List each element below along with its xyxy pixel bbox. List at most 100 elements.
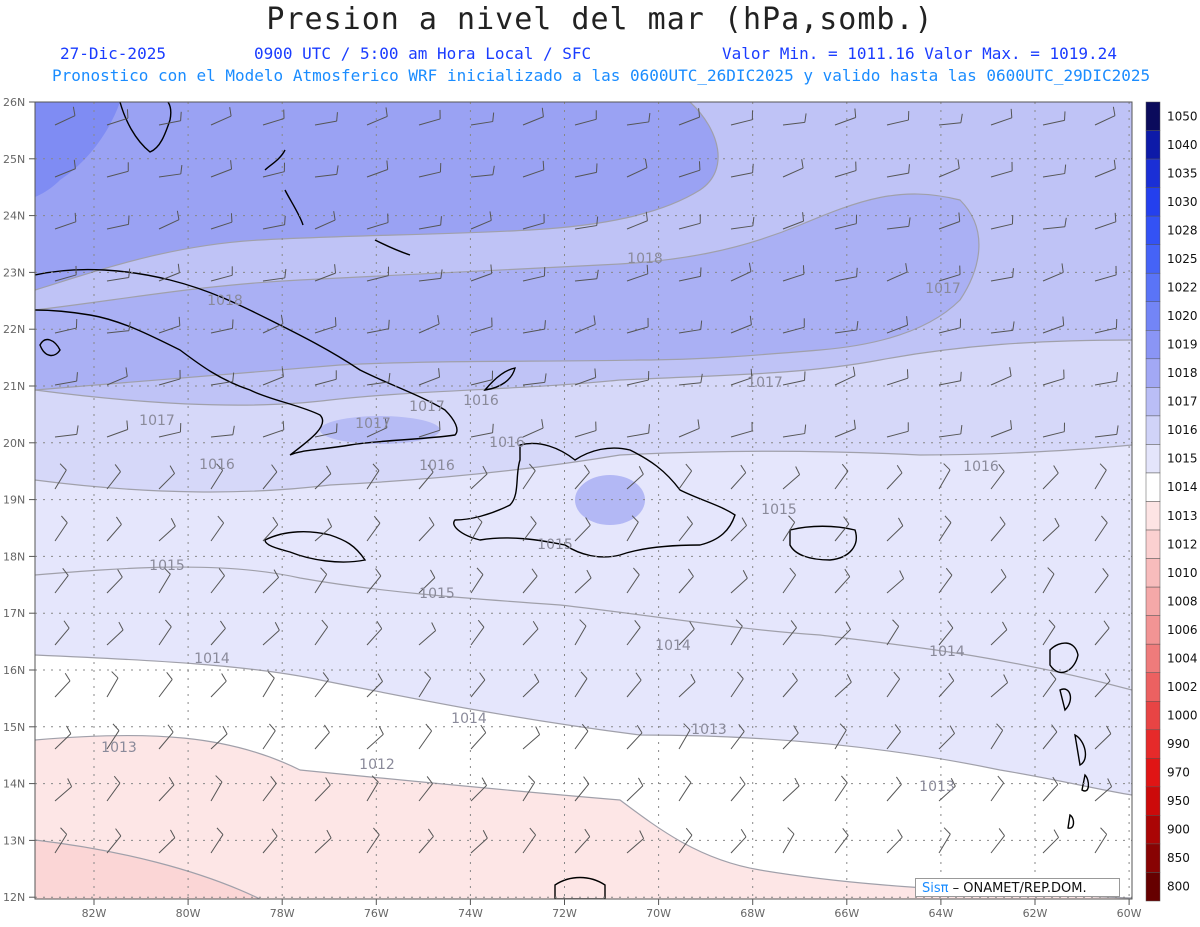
colorbar-label: 950 [1167, 794, 1190, 808]
wind-barb [678, 427, 700, 438]
wind-barb [626, 167, 648, 178]
wind-barb-flag [698, 108, 701, 118]
wind-barb [106, 576, 123, 594]
wind-barb-flag [180, 164, 183, 174]
wind-barb [418, 678, 432, 698]
wind-barb-flag [378, 726, 384, 735]
wind-barb [730, 836, 747, 854]
wind-barb-flag [371, 775, 379, 783]
wind-barb [1094, 469, 1107, 490]
wind-barb [106, 223, 129, 230]
wind-barb [210, 115, 232, 126]
colorbar-label: 900 [1167, 823, 1190, 837]
wind-barb [626, 732, 643, 750]
wind-barb [990, 523, 1006, 542]
wind-barb-flag [856, 267, 858, 277]
colorbar-label: 1019 [1167, 338, 1198, 352]
wind-barb-flag [113, 775, 121, 784]
wind-barb [522, 834, 537, 854]
wind-barb-flag [167, 724, 174, 733]
wind-barb-flag [326, 465, 332, 474]
wind-barb-flag [475, 515, 483, 523]
wind-barb [210, 274, 233, 282]
wind-barb [106, 375, 128, 386]
wind-barb-flag [425, 723, 433, 732]
wind-barb [418, 471, 434, 490]
wind-barb [470, 174, 493, 178]
wind-barb-flag [1053, 465, 1059, 474]
wind-barb-flag [944, 515, 952, 523]
wind-barb [210, 381, 233, 386]
wind-barb [782, 433, 805, 438]
colorbar-swatch [1145, 815, 1161, 845]
wind-barb [938, 274, 961, 282]
wind-barb [158, 679, 173, 698]
wind-barb [730, 377, 752, 386]
wind-barb [782, 121, 805, 126]
wind-barb [470, 219, 492, 230]
wind-barb-flag [1112, 106, 1116, 116]
wind-barb [834, 523, 850, 542]
wind-barb [678, 729, 691, 750]
wind-barb [886, 525, 904, 542]
wind-barb [782, 474, 800, 490]
colorbar-label: 1004 [1167, 651, 1198, 665]
wind-barb [834, 576, 851, 594]
colorbar-swatch [1145, 786, 1161, 816]
wind-barb [54, 327, 77, 334]
wind-barb [366, 222, 389, 230]
wind-barb [1042, 431, 1065, 438]
wind-barb-flag [480, 724, 487, 733]
wind-barb [730, 525, 747, 542]
wind-barb-flag [793, 725, 799, 734]
wind-barb-flag [593, 315, 596, 325]
wind-barb-flag [583, 776, 590, 785]
wind-barb-flag [1061, 263, 1064, 273]
wind-barb [938, 627, 954, 646]
wind-barb [678, 116, 700, 126]
wind-barb [522, 116, 544, 126]
wind-barb-flag [738, 724, 745, 732]
wind-barb-flag [689, 621, 695, 630]
colorbar-label: 1012 [1167, 537, 1198, 551]
colorbar-swatch [1145, 615, 1161, 645]
wind-barb-flag [284, 268, 287, 278]
wind-barb-flag [802, 212, 805, 222]
contour-label: 1013 [101, 740, 137, 756]
wind-barb-flag [430, 569, 436, 578]
wind-barb [54, 627, 70, 646]
wind-barb [366, 733, 384, 750]
contour-label: 1013 [919, 779, 955, 795]
wind-barb [314, 431, 337, 438]
wind-barb [626, 574, 640, 594]
wind-barb [574, 783, 590, 802]
wind-barb [834, 629, 851, 646]
wind-barb [1042, 472, 1059, 490]
wind-barb [1094, 680, 1111, 698]
wind-barb-flag [482, 465, 488, 475]
colorbar-swatch [1145, 529, 1161, 559]
wind-barb [314, 219, 336, 230]
wind-barb [990, 329, 1013, 334]
wind-barb-flag [854, 108, 857, 118]
wind-barb-flag [841, 775, 848, 784]
wind-barb [366, 834, 380, 854]
wind-barb [418, 577, 436, 594]
wind-barb-flag [114, 464, 121, 472]
wind-barb-flag [896, 465, 903, 474]
colorbar-swatch [1145, 586, 1161, 616]
wind-barb [938, 122, 961, 126]
wind-barb [418, 524, 435, 542]
wind-barb-flag [1047, 567, 1055, 575]
colorbar-label: 1016 [1167, 423, 1198, 437]
contour-label: 1013 [691, 722, 727, 738]
colorbar-swatch [1145, 387, 1161, 417]
lon-label: 64W [928, 907, 953, 920]
wind-barb-flag [893, 671, 901, 680]
wind-barb-flag [583, 464, 590, 473]
wind-barb-flag [1012, 321, 1015, 331]
plot-frame [34, 101, 1133, 900]
time-label: 0900 UTC / 5:00 am Hora Local / SFC [254, 44, 592, 63]
wind-barb-flag [476, 567, 484, 575]
wind-barb-flag [530, 516, 537, 524]
